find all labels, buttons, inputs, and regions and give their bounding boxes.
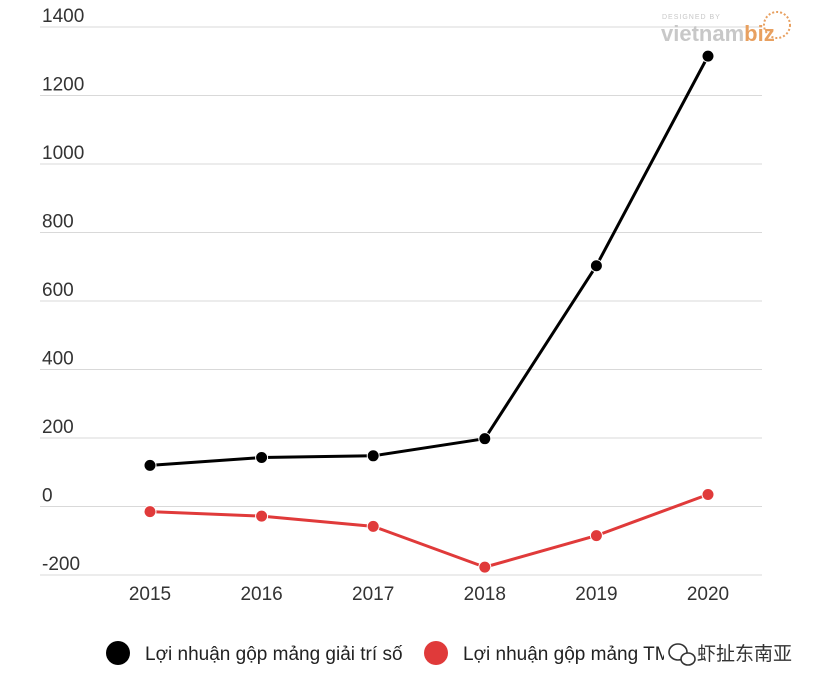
y-tick-label: 600 [42,280,74,301]
legend-swatch-1 [106,641,130,665]
wechat-watermark: 虾扯东南亚 [664,636,804,670]
data-point-series-1 [366,449,380,463]
x-tick-label: 2015 [129,584,171,605]
y-tick-label: 800 [42,212,74,233]
x-axis-tick-labels: 2015 2016 2017 2018 2019 2020 [129,584,729,605]
data-point-series-2 [701,488,715,502]
series-line-1 [149,55,710,467]
legend-label-1: Lợi nhuận gộp mảng giải trí số [145,644,403,665]
legend-item-1: Lợi nhuận gộp mảng giải trí số [106,641,403,665]
vietnambiz-logo: DESIGNED BY vietnambiz [661,11,791,46]
data-point-series-2 [478,560,492,574]
data-point-series-2 [366,519,380,533]
x-tick-label: 2018 [464,584,506,605]
y-tick-label: 0 [42,486,53,507]
y-tick-label: -200 [42,554,80,575]
x-tick-label: 2019 [575,584,617,605]
series-line-2 [149,493,709,569]
x-tick-label: 2016 [240,584,282,605]
data-point-series-1 [255,451,269,465]
data-point-series-1 [701,49,715,63]
y-axis-tick-labels: 1400 1200 1000 800 600 400 200 0 -200 [42,6,84,575]
data-point-series-1 [143,458,157,472]
logo-brand: vietnambiz [661,21,775,46]
x-tick-label: 2017 [352,584,394,605]
watermark-text: 虾扯东南亚 [697,643,792,665]
series-points [143,49,715,574]
grid-lines [40,26,762,576]
logo-top-text: DESIGNED BY [662,14,721,21]
data-point-series-2 [589,529,603,543]
y-tick-label: 1400 [42,6,84,27]
wechat-icon [668,643,696,666]
logo-gear-icon [763,11,791,39]
y-tick-label: 1000 [42,143,84,164]
legend-label-2: Lợi nhuận gộp mảng TMĐT [463,644,696,665]
data-point-series-1 [589,259,603,273]
legend: Lợi nhuận gộp mảng giải trí số Lợi nhuận… [106,641,696,665]
data-point-series-2 [255,509,269,523]
x-tick-label: 2020 [687,584,729,605]
y-tick-label: 1200 [42,75,84,96]
logo-brand-main: vietnam [661,21,744,46]
series-lines [149,55,710,569]
y-tick-label: 200 [42,417,74,438]
data-point-series-1 [478,432,492,446]
legend-item-2: Lợi nhuận gộp mảng TMĐT [424,641,696,665]
y-tick-label: 400 [42,349,74,370]
data-point-series-2 [143,505,157,519]
logo-brand-accent: biz [744,21,775,46]
legend-swatch-2 [424,641,448,665]
